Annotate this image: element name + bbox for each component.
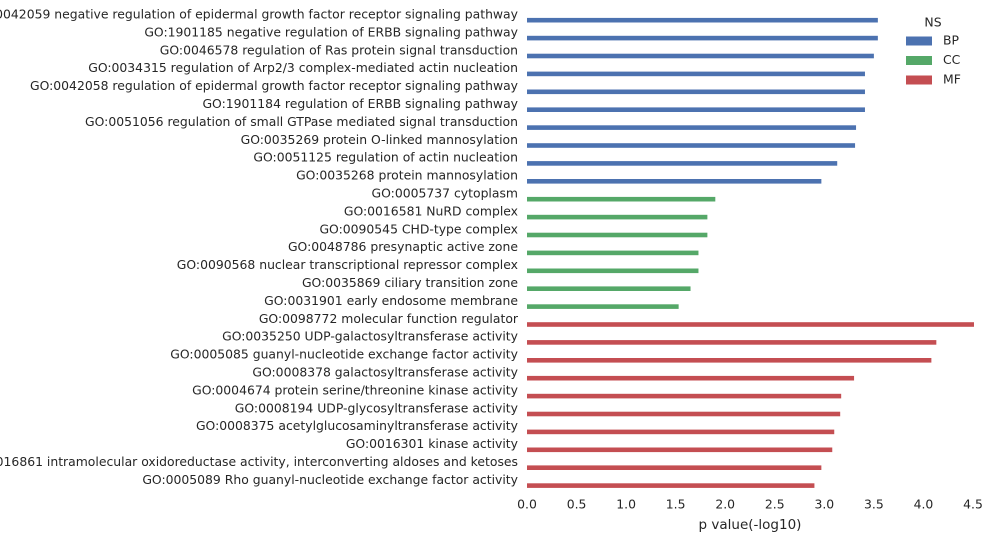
category-label: GO:1901184 regulation of ERBB signaling … bbox=[202, 96, 518, 111]
legend-swatch bbox=[906, 36, 932, 46]
legend: NS BP CC MF bbox=[906, 15, 961, 87]
bar bbox=[527, 53, 874, 59]
x-tick-label: 2.5 bbox=[765, 497, 785, 512]
category-label: GO:0035250 UDP-galactosyltransferase act… bbox=[222, 329, 518, 344]
category-label: GO:0035269 protein O-linked mannosylatio… bbox=[241, 132, 518, 147]
category-label: GO:0034315 regulation of Arp2/3 complex-… bbox=[88, 60, 518, 75]
category-label: GO:1901185 negative regulation of ERBB s… bbox=[144, 24, 518, 39]
bar bbox=[527, 286, 691, 291]
bar bbox=[527, 358, 932, 363]
legend-label: MF bbox=[943, 72, 961, 87]
x-tick-label: 0.5 bbox=[567, 497, 587, 512]
x-axis-title: p value(-log10) bbox=[699, 517, 802, 533]
category-label: GO:0016301 kinase activity bbox=[346, 436, 518, 451]
bar bbox=[527, 340, 937, 345]
bar bbox=[527, 143, 856, 148]
bar bbox=[527, 107, 865, 112]
category-label: GO:0016581 NuRD complex bbox=[344, 203, 518, 218]
bar bbox=[527, 375, 855, 381]
category-label: GO:0051056 regulation of small GTPase me… bbox=[85, 114, 518, 129]
category-label: GO:0046578 regulation of Ras protein sig… bbox=[160, 42, 518, 57]
category-label: GO:0051125 regulation of actin nucleatio… bbox=[253, 150, 518, 165]
category-label: GO:0008378 galactosyltransferase activit… bbox=[252, 365, 518, 380]
category-label: GO:0035268 protein mannosylation bbox=[296, 168, 518, 183]
x-tick-label: 4.5 bbox=[963, 497, 983, 512]
legend-swatch bbox=[906, 75, 932, 85]
x-tick-labels: 0.0 0.5 1.0 1.5 2.0 2.5 3.0 3.5 4.0 4.5 bbox=[517, 497, 983, 512]
category-labels: GO:0042059 negative regulation of epider… bbox=[0, 7, 519, 487]
x-tick-label: 3.5 bbox=[864, 497, 884, 512]
bar bbox=[527, 322, 974, 327]
bar bbox=[527, 232, 708, 238]
category-label: GO:0090545 CHD-type complex bbox=[319, 221, 518, 236]
bar bbox=[527, 268, 699, 274]
bar bbox=[527, 179, 822, 184]
category-label: GO:0004674 protein serine/threonine kina… bbox=[192, 382, 518, 397]
bars-layer bbox=[527, 17, 974, 488]
category-label: GO:0005085 guanyl-nucleotide exchange fa… bbox=[170, 347, 518, 362]
x-tick-label: 1.5 bbox=[666, 497, 686, 512]
x-tick-label: 3.0 bbox=[814, 497, 834, 512]
category-label: GO:0035869 ciliary transition zone bbox=[302, 275, 518, 290]
bar bbox=[527, 304, 679, 309]
bar bbox=[527, 250, 699, 256]
bar bbox=[527, 125, 857, 130]
bar bbox=[527, 161, 838, 166]
x-tick-label: 4.0 bbox=[914, 497, 934, 512]
category-label: GO:0048786 presynaptic active zone bbox=[288, 239, 518, 254]
category-label: GO:0042058 regulation of epidermal growt… bbox=[30, 78, 518, 93]
bar bbox=[527, 465, 822, 470]
bar bbox=[527, 17, 878, 23]
x-tick-label: 2.0 bbox=[715, 497, 735, 512]
legend-label: CC bbox=[943, 52, 960, 67]
category-label: GO:0098772 molecular function regulator bbox=[259, 311, 519, 326]
bar bbox=[527, 196, 716, 202]
category-label: GO:0008194 UDP-glycosyltransferase activ… bbox=[235, 400, 518, 415]
category-label: GO:0042059 negative regulation of epider… bbox=[0, 7, 518, 22]
bar bbox=[527, 393, 842, 399]
legend-label: BP bbox=[943, 33, 960, 48]
bar bbox=[527, 71, 865, 77]
x-tick-label: 1.0 bbox=[616, 497, 636, 512]
bar bbox=[527, 429, 835, 435]
bar bbox=[527, 35, 878, 41]
bar bbox=[527, 447, 833, 453]
category-label: GO:0008375 acetylglucosaminyltransferase… bbox=[196, 418, 518, 433]
category-label: GO:0005737 cytoplasm bbox=[372, 186, 518, 201]
x-tick-label: 0.0 bbox=[517, 497, 537, 512]
category-label: GO:0005089 Rho guanyl-nucleotide exchang… bbox=[142, 472, 518, 487]
category-label: GO:0031901 early endosome membrane bbox=[264, 293, 518, 308]
category-label: GO:0016861 intramolecular oxidoreductase… bbox=[0, 454, 518, 469]
bar bbox=[527, 411, 841, 417]
category-label: GO:0090568 nuclear transcriptional repre… bbox=[177, 257, 518, 272]
bar bbox=[527, 483, 815, 488]
bar bbox=[527, 89, 865, 95]
bar bbox=[527, 214, 708, 220]
legend-swatch bbox=[906, 56, 932, 65]
legend-title: NS bbox=[924, 15, 941, 30]
